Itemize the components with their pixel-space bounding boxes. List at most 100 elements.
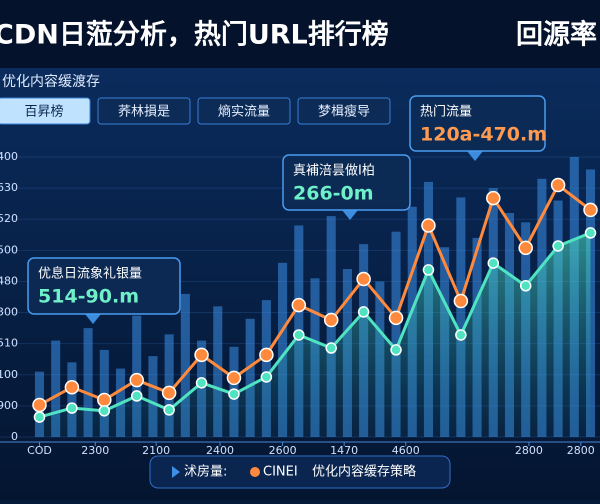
point <box>453 293 469 309</box>
point <box>32 397 47 413</box>
tab[interactable] <box>297 97 391 125</box>
point <box>356 271 371 287</box>
point <box>64 379 80 395</box>
line <box>39 231 592 419</box>
callout-pointer <box>467 151 483 161</box>
legend-label: CINEI <box>263 465 298 480</box>
point <box>422 264 435 276</box>
point <box>129 372 144 388</box>
title-right: 回源率 <box>516 19 597 51</box>
bar <box>83 328 93 437</box>
point <box>519 280 532 292</box>
point <box>552 240 564 252</box>
x-tick-label: 2600 <box>269 444 297 457</box>
tab[interactable] <box>97 97 191 125</box>
point <box>260 371 273 383</box>
y-tick-label: 400 <box>0 150 18 163</box>
point <box>259 347 274 363</box>
title-bar <box>0 0 600 68</box>
y-tick-label: 500 <box>0 243 18 256</box>
point <box>293 329 305 341</box>
tab-label[interactable]: 梦楫瘦导 <box>318 104 370 120</box>
y-tick-label: 630 <box>0 181 18 194</box>
callout <box>282 154 411 211</box>
callout-value: 266-0m <box>293 183 374 205</box>
point <box>388 310 404 326</box>
x-tick-label: 1470 <box>330 444 358 457</box>
x-tick-label: COD <box>27 444 52 457</box>
bar <box>278 262 288 437</box>
title: CDN日蒞分析，热门URL排行榜 <box>0 19 389 51</box>
callout-title: 真補涪昙做I柏 <box>293 164 375 179</box>
tab-label[interactable]: 荞林損是 <box>118 105 170 120</box>
y-tick-label: 300 <box>0 306 18 319</box>
point <box>66 402 78 414</box>
y-tick-label: 900 <box>0 399 18 412</box>
bar <box>213 306 223 437</box>
callout-title: 优息日流象礼银量 <box>38 266 142 282</box>
legend-box <box>149 455 451 489</box>
bar <box>67 362 77 437</box>
tab-label[interactable]: 熵实流量 <box>218 104 270 120</box>
point <box>584 227 597 239</box>
legend-swatch <box>172 466 180 478</box>
point <box>161 385 177 401</box>
point <box>163 404 175 416</box>
point <box>291 297 307 313</box>
x-tick-label: 4600 <box>392 444 420 457</box>
point <box>550 177 566 193</box>
callout-pointer <box>342 210 358 220</box>
callout-value: 120a-470.m <box>420 124 547 146</box>
bar <box>180 293 190 437</box>
callout-pointer <box>85 314 101 324</box>
tab[interactable] <box>197 97 291 125</box>
y-tick-label: 520 <box>0 212 18 225</box>
point <box>357 306 370 318</box>
legend-note: 优化内容缓存策略 <box>312 464 416 480</box>
x-tick-label: 2300 <box>81 444 109 457</box>
tab-label[interactable]: 百昇榜 <box>24 104 63 120</box>
y-tick-label: 480 <box>0 274 18 287</box>
x-tick-label: 2100 <box>142 444 170 457</box>
y-tick-label: 0 <box>11 430 18 443</box>
bar <box>51 340 61 437</box>
area <box>39 232 591 437</box>
point <box>195 377 208 389</box>
callout <box>409 95 546 152</box>
bar <box>245 318 255 437</box>
x-tick-label: 2800 <box>567 444 595 457</box>
x-tick-label: 2400 <box>206 444 234 457</box>
callout-value: 514-90.m <box>38 286 139 308</box>
point <box>390 344 402 356</box>
point <box>455 329 467 341</box>
point <box>583 202 598 218</box>
point <box>487 257 500 269</box>
point <box>486 190 501 206</box>
x-tick-label: 2800 <box>515 444 543 457</box>
point <box>228 388 240 400</box>
point <box>226 370 242 386</box>
bar <box>148 356 158 437</box>
point <box>98 405 111 417</box>
tab[interactable] <box>0 97 91 125</box>
bar <box>456 197 466 437</box>
legend-swatch <box>250 467 260 477</box>
y-tick-label: 100 <box>0 368 18 381</box>
point <box>33 411 46 423</box>
subtitle: 优化内容缓渡存 <box>2 73 100 90</box>
callout-title: 热门流量 <box>420 105 472 120</box>
y-tick-label: 510 <box>0 337 18 350</box>
point <box>323 312 339 328</box>
bar <box>391 231 401 437</box>
point <box>97 392 112 408</box>
point <box>325 342 337 354</box>
point <box>194 347 209 363</box>
point <box>518 240 533 256</box>
bar <box>261 300 271 437</box>
point <box>130 390 143 402</box>
legend-label: 沭房量: <box>184 464 227 480</box>
callout <box>27 257 181 315</box>
point <box>421 218 436 233</box>
